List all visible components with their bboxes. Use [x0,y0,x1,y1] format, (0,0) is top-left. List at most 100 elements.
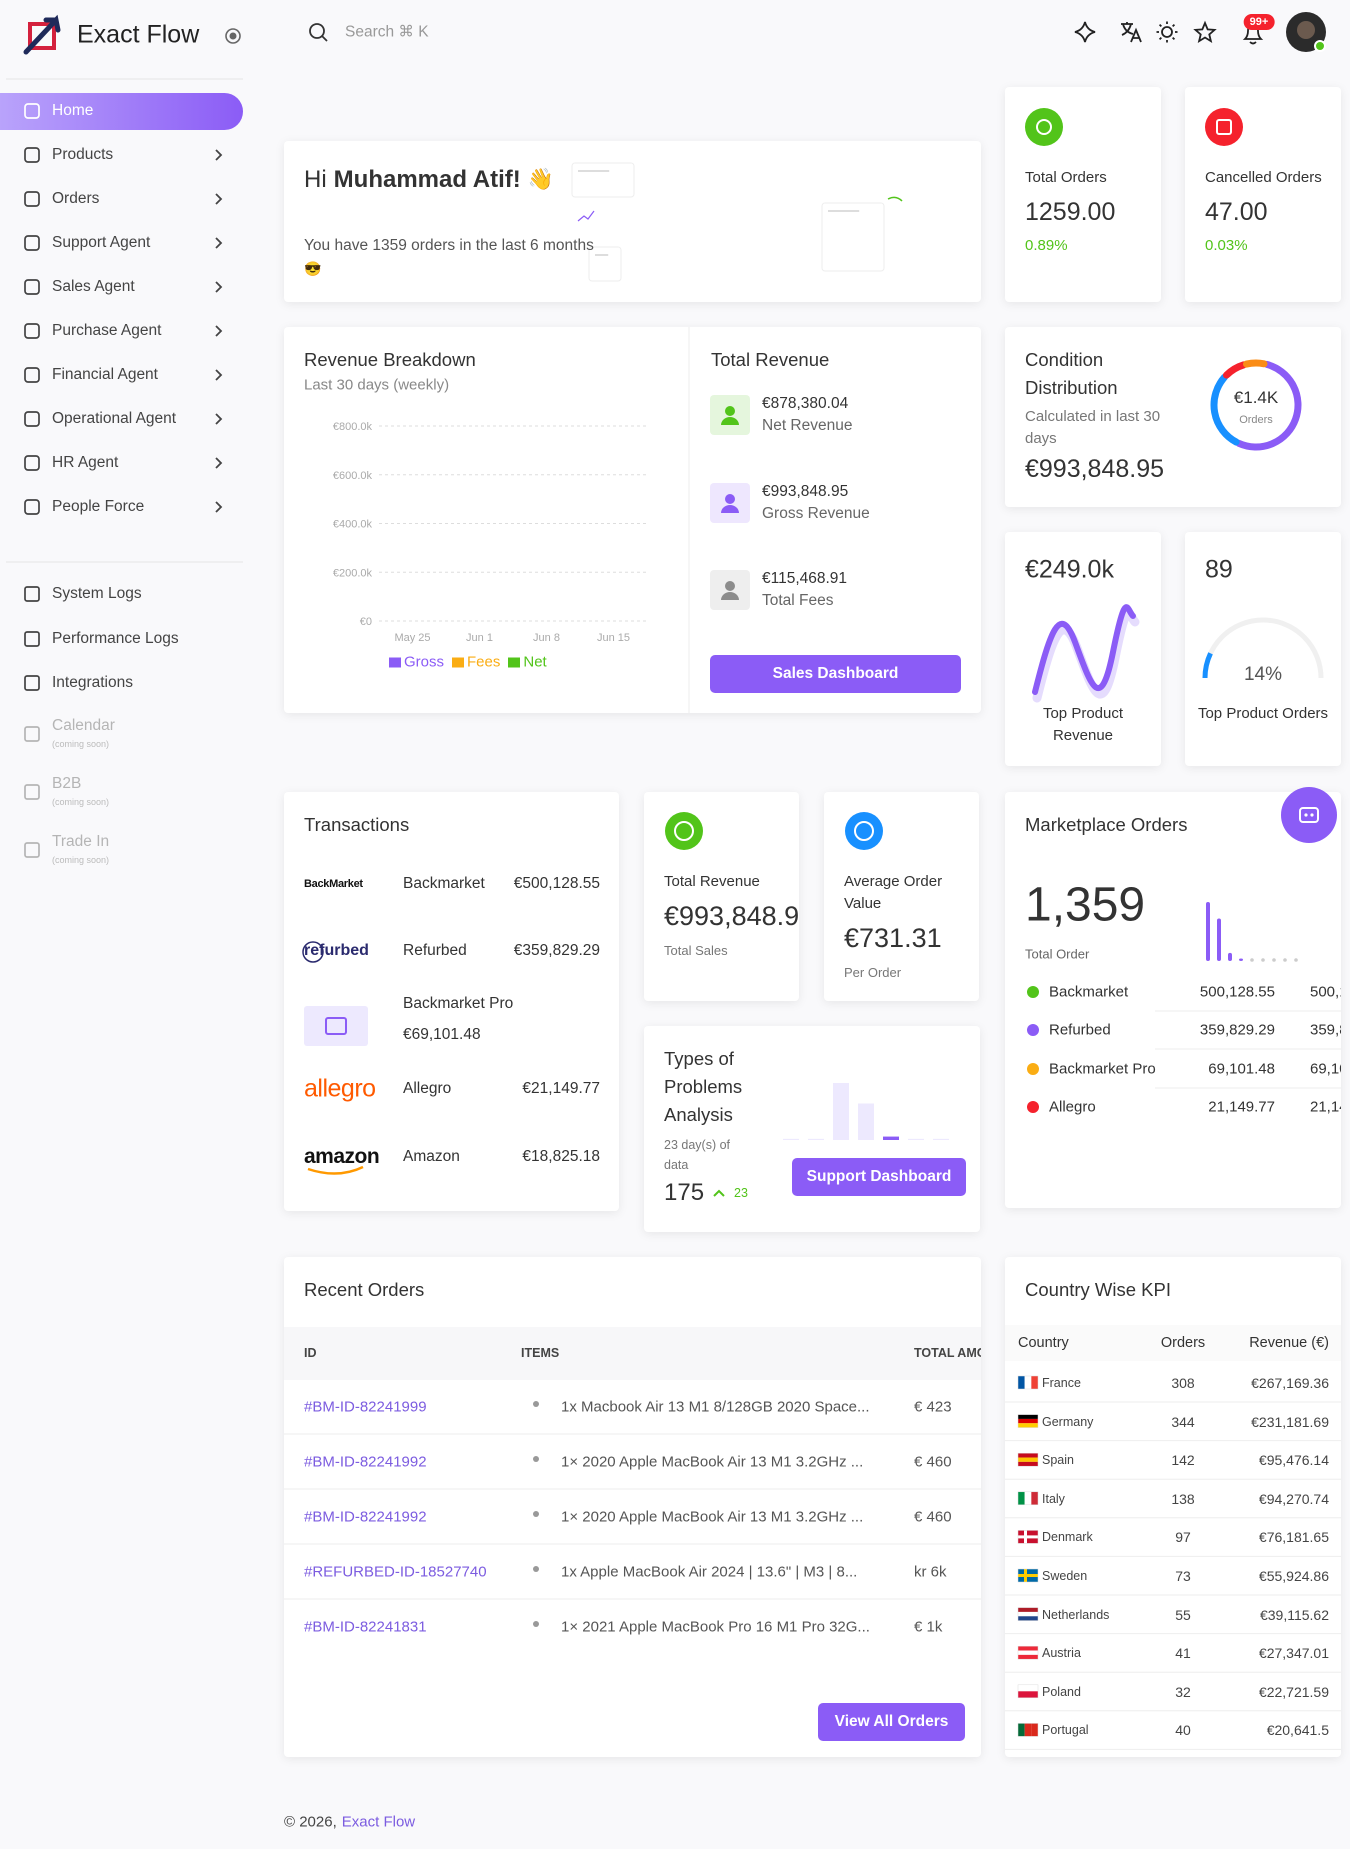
donut-center-value: €1.4K [1233,388,1279,407]
search-input[interactable]: Search ⌘ K [345,23,429,41]
revenue-label: Gross Revenue [762,505,870,522]
nav-item[interactable]: System Logs [52,585,142,602]
country-name: Sweden [1042,1569,1088,1583]
stat-title: Total Orders [1025,169,1107,186]
order-id[interactable]: #BM-ID-82241992 [304,1453,427,1471]
nav-item[interactable]: Operational Agent [52,410,177,427]
country-revenue: €267,169.36 [1251,1375,1329,1391]
marketplace-bar [1206,902,1210,961]
nav-item[interactable]: Support Agent [52,234,151,251]
flag-border [1017,1723,1039,1737]
theme-icon-ray [1158,23,1162,27]
button[interactable]: Support Dashboard [792,1158,966,1196]
item-bullet [533,1401,539,1407]
merchant-logo: amazon [304,1145,380,1168]
marketplace-bar-dot [1261,958,1265,962]
country-revenue: €94,270.74 [1258,1490,1329,1507]
nav-item[interactable]: Integrations [52,674,133,691]
nav-note: (coming soon) [52,797,110,807]
problems-delta: 23 [734,1186,748,1200]
order-id[interactable]: #BM-ID-82241831 [304,1618,427,1636]
column-header: Country [1018,1335,1069,1351]
order-id[interactable]: #BM-ID-82241992 [304,1508,427,1526]
marketplace-value-secondary: 359,829.29 [1310,1021,1341,1039]
greeting-card: Hi Muhammad Atif! 👋 You have 1359 orders in… [284,141,981,302]
trend-up-icon [713,1189,725,1197]
stat-icon [1025,108,1063,146]
nav-icon-shape [24,191,40,207]
recent-orders-card: Recent Orders ID ITEMS TOTAL AMOUNT #BM-ID-8… [284,1257,981,1757]
footer-link[interactable]: Exact Flow [341,1813,416,1831]
flag-stripe [1018,1684,1038,1692]
x-tick-label: Jun 1 [466,632,493,644]
nav-item[interactable]: Performance Logs [52,629,179,647]
flag-stripe [1031,1491,1038,1505]
stat-body: Total Orders 1259.00 0.89% [1025,167,1145,257]
flag-stripe [1018,1423,1038,1428]
nav-item[interactable]: Orders [52,190,100,207]
country-name: Netherlands [1042,1607,1110,1622]
country-revenue: €95,476.14 [1258,1452,1329,1469]
card-title: Marketplace Orders [1025,814,1188,835]
kpi-value: €993,848.95 [664,901,799,931]
kpi-title: Average Order Value [844,873,943,912]
flag-stripe [1018,1616,1038,1621]
nav-item[interactable]: Products [52,146,114,163]
nav-icon-shape [24,103,40,119]
order-id[interactable]: #REFURBED-ID-18527740 [304,1563,487,1581]
card-value: €249.0k [1025,555,1114,584]
kpi-note: Total Sales [664,943,728,958]
flag-stripe [1018,1491,1025,1505]
nav-item[interactable]: HR Agent [52,454,119,471]
merchant-amount: €18,825.18 [522,1148,600,1165]
marketplace-bar-dot [1283,958,1287,962]
merchant-amount: €500,128.55 [513,875,600,892]
flag-cross [1018,1535,1038,1539]
nav-item[interactable]: People Force [52,498,145,515]
assistant-eye [1304,813,1308,817]
marketplace-bar [1217,918,1221,961]
stat-title: Cancelled Orders [1205,169,1322,186]
kpi-card: Average Order Value €731.31 Per Order [824,792,979,1001]
country-orders: 55 [1175,1606,1191,1623]
flag-stripe [1024,1723,1032,1737]
column-header: Orders [1160,1335,1206,1351]
card-graphics [1027,902,1341,1113]
nav-icon-shape [24,586,40,602]
notification-badge[interactable]: 99+ [1243,14,1275,30]
country-name: Germany [1042,1414,1094,1429]
legend-label: Gross [404,653,445,671]
assistant-button[interactable] [1281,787,1337,843]
legend-label: Fees [467,653,501,671]
kpi-card: Total Revenue €993,848.95 Total Sales [644,792,799,1001]
nav-item[interactable]: Purchase Agent [52,322,162,339]
marketplace-value-secondary: 21,149.77 [1310,1098,1341,1116]
button[interactable]: View All Orders [818,1703,965,1741]
country-revenue: €20,641.5 [1266,1722,1329,1739]
avatar-face [1297,21,1315,39]
kpi-icon-glyph [674,821,694,841]
greeting-message: You have 1359 orders in the last 6 month… [304,237,594,254]
nav-item[interactable]: Sales Agent [52,278,135,295]
marketplace-bar [1228,952,1232,961]
nav-icon [24,726,40,742]
table-header-bg [284,1327,981,1380]
country-revenue: €22,721.59 [1258,1683,1329,1700]
nav-item[interactable]: Financial Agent [52,366,158,383]
nav-icon [24,279,40,295]
order-id[interactable]: #BM-ID-82241999 [304,1398,427,1416]
nav-icon [24,147,40,163]
country-revenue: €76,181.65 [1258,1529,1329,1546]
nav-icon [24,103,40,119]
flag-stripe [1018,1461,1038,1467]
column-header: ITEMS [521,1346,560,1360]
problem-bar [883,1136,899,1140]
button[interactable]: Sales Dashboard [710,655,961,693]
brand-toggle-dot [229,32,237,40]
country-name: Austria [1042,1646,1081,1661]
assistant-eye [1310,813,1314,817]
marketplace-bar-dot [1250,958,1254,962]
country-name: Portugal [1042,1723,1089,1738]
nav-item[interactable]: Home [52,102,94,119]
